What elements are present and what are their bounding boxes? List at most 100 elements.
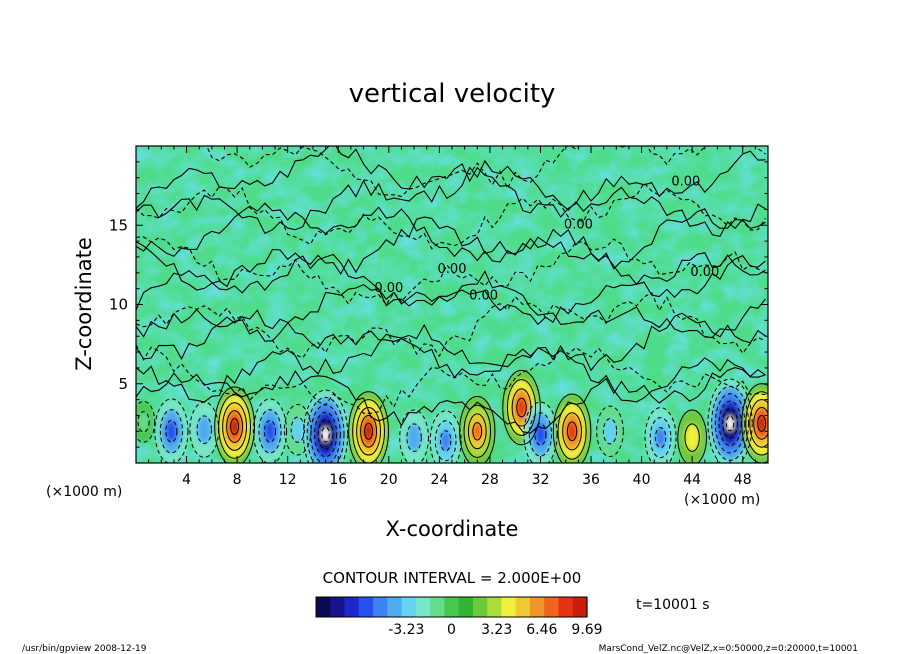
contour-ellipse <box>757 414 767 432</box>
colorbar-swatch <box>487 597 503 617</box>
contour-label: 0.00 <box>469 289 498 304</box>
velocity-blob <box>291 417 305 443</box>
velocity-blob <box>516 398 527 417</box>
velocity-blob <box>406 423 422 452</box>
velocity-blob <box>440 430 451 451</box>
contour-labels: 0.000.000.000.000.000.00 <box>374 175 719 304</box>
y-tick-label: 10 <box>109 296 128 314</box>
contour-ellipse <box>434 420 457 462</box>
y-axis-label: Z-coordinate <box>72 237 96 371</box>
contour-ellipse <box>649 417 672 459</box>
contour-ellipse <box>506 379 537 436</box>
contour-ellipse <box>290 416 305 443</box>
colorbar-swatch <box>544 597 560 617</box>
x-tick-label: 40 <box>633 472 651 488</box>
colorbar-swatch <box>316 597 331 617</box>
contour-ellipse <box>707 378 753 463</box>
contour-line <box>136 344 766 414</box>
x-tick-label: 20 <box>380 472 398 488</box>
colorbar-swatch <box>572 597 588 617</box>
y-tick-label: 5 <box>118 375 128 393</box>
contour-interval: CONTOUR INTERVAL = 2.000E+00 <box>323 569 582 587</box>
velocity-blob <box>567 422 577 441</box>
colorbar-swatch <box>458 597 474 617</box>
colorbar-swatch <box>430 597 445 617</box>
contour-ellipse <box>263 420 277 443</box>
contour-line <box>136 182 766 250</box>
contour-ellipse <box>230 418 240 435</box>
time-label: t=10001 s <box>636 597 710 613</box>
contour-ellipse <box>317 419 334 450</box>
velocity-blob <box>757 415 766 432</box>
contour-ellipse <box>348 391 389 463</box>
contour-line <box>136 292 766 359</box>
contour-ellipse <box>252 398 288 463</box>
contour-ellipse <box>684 423 700 452</box>
velocity-blob <box>138 411 150 432</box>
contour-lines <box>136 146 768 463</box>
contour-ellipse <box>306 396 345 463</box>
contour-ellipse <box>654 427 667 449</box>
contour-ellipse <box>283 404 312 456</box>
contour-ellipse <box>562 412 582 451</box>
contour-ellipse <box>137 411 150 433</box>
x-unit-left: (×1000 m) <box>46 484 122 500</box>
contour-line <box>136 253 766 326</box>
x-tick-label: 16 <box>329 472 347 488</box>
contour-ellipse <box>440 430 452 452</box>
contour-ellipse <box>222 402 248 451</box>
contour-ellipse <box>502 369 541 446</box>
contour-ellipse <box>722 408 738 439</box>
contour-label: 0.00 <box>438 262 467 277</box>
contour-line <box>136 216 766 291</box>
x-tick-label: 44 <box>683 472 701 488</box>
contour-ellipse <box>602 418 618 445</box>
x-unit-right: (×1000 m) <box>684 492 760 508</box>
contour-ellipse <box>753 407 768 440</box>
contour-ellipse <box>429 410 462 463</box>
velocity-blob <box>321 427 330 442</box>
colorbar-tick-label: 3.23 <box>481 622 512 638</box>
velocity-blob <box>165 420 177 443</box>
colorbar-tick-label: -3.23 <box>388 622 424 638</box>
colorbar-swatch <box>344 597 360 617</box>
contour-ellipse <box>364 422 374 440</box>
contour-ellipse <box>596 405 624 457</box>
x-tick-label: 36 <box>582 472 600 488</box>
x-axis-label: X-coordinate <box>386 517 519 541</box>
colorbar-swatch <box>444 597 460 617</box>
contour-ellipse <box>523 401 558 463</box>
contour-ellipse <box>463 404 492 458</box>
contour-label: 0.00 <box>564 217 593 232</box>
velocity-blob <box>726 415 734 431</box>
contour-ellipse <box>528 412 553 457</box>
contour-ellipse <box>321 426 330 443</box>
velocity-blob <box>264 420 276 443</box>
contour-ellipse <box>534 423 547 446</box>
contour-ellipse <box>360 414 378 448</box>
colorbar-swatch <box>529 597 545 617</box>
contour-ellipse <box>154 398 189 463</box>
contour-ellipse <box>258 409 282 454</box>
contour-ellipse <box>718 400 742 447</box>
contour-ellipse <box>745 391 768 456</box>
contour-line <box>136 367 766 434</box>
contour-ellipse <box>165 420 178 443</box>
contour-ellipse <box>214 386 255 463</box>
colorbar-swatch <box>501 597 517 617</box>
contour-ellipse <box>566 421 578 442</box>
contour-ellipse <box>516 397 527 418</box>
contour-ellipse <box>459 396 496 463</box>
colorbar-swatch <box>373 597 388 617</box>
contour-ellipse <box>472 422 483 441</box>
x-tick-label: 12 <box>279 472 297 488</box>
contour-line <box>136 270 766 342</box>
colorbar-swatch <box>558 597 574 617</box>
x-tick-label: 8 <box>233 472 242 488</box>
colorbar-swatch <box>330 597 346 617</box>
footer-right: MarsCond_VelZ.nc@VelZ,x=0:50000,z=0:2000… <box>599 644 858 654</box>
contour-ellipse <box>356 407 382 456</box>
x-tick-label: 32 <box>532 472 550 488</box>
contour-line <box>136 159 766 238</box>
velocity-features <box>136 370 768 463</box>
